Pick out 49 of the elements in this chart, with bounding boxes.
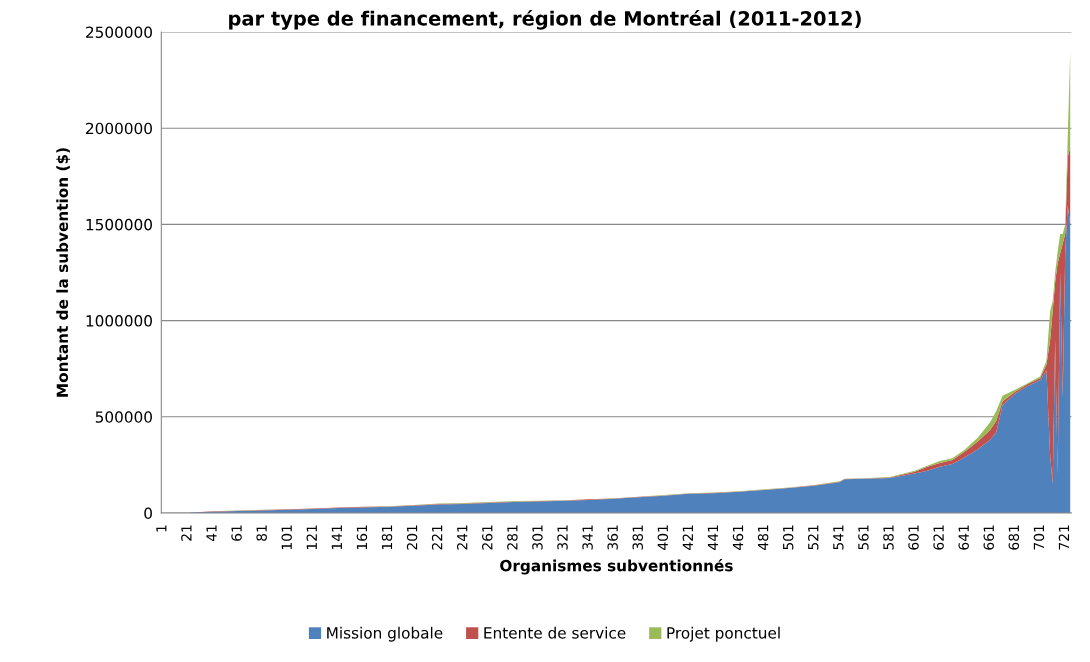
y-tick-label: 0 <box>144 507 152 520</box>
y-tick-label: 2500000 <box>86 26 152 39</box>
x-tick-label: 181 <box>381 525 393 550</box>
x-tick-label: 81 <box>256 525 267 541</box>
x-tick-label: 621 <box>933 525 944 550</box>
legend-label: Projet ponctuel <box>667 626 780 642</box>
x-tick-label: 201 <box>406 525 418 550</box>
x-tick-label: 581 <box>883 525 894 550</box>
x-tick-label: 501 <box>782 525 794 550</box>
x-tick-label: 441 <box>707 525 719 550</box>
x-tick-label: 561 <box>858 525 869 550</box>
x-tick-label: 301 <box>532 525 543 550</box>
x-tick-label: 261 <box>482 525 493 550</box>
x-tick-label: 421 <box>682 525 693 550</box>
x-tick-label: 121 <box>306 525 317 550</box>
x-tick-label: 641 <box>958 525 969 550</box>
chart-title: par type de financement, région de Montréal (2011-2012) <box>229 9 861 30</box>
x-tick-label: 221 <box>431 525 443 550</box>
x-tick-label: 361 <box>607 525 618 550</box>
x-tick-label: 161 <box>356 525 368 550</box>
x-tick-label: 721 <box>1058 525 1070 550</box>
x-tick-label: 661 <box>983 525 995 550</box>
y-tick-label: 1500000 <box>86 218 152 231</box>
x-tick-label: 41 <box>206 525 217 542</box>
x-tick-label: 1 <box>156 525 167 532</box>
y-tick-label: 2000000 <box>86 122 152 135</box>
y-tick-label: 1000000 <box>86 315 152 327</box>
x-tick-label: 341 <box>582 525 593 550</box>
x-tick-label: 141 <box>331 525 342 550</box>
x-tick-label: 681 <box>1008 525 1020 550</box>
legend-label: Entente de service <box>484 626 626 639</box>
x-tick-label: 701 <box>1033 525 1045 550</box>
x-tick-label: 241 <box>456 525 468 550</box>
x-axis-title: Organismes subventionnés <box>500 558 733 575</box>
x-tick-label: 61 <box>231 525 242 541</box>
x-tick-label: 521 <box>808 525 819 550</box>
y-axis-title: Montant de la subvention ($) <box>56 148 71 397</box>
x-tick-label: 601 <box>908 525 919 550</box>
x-tick-label: 541 <box>833 525 844 550</box>
x-tick-label: 321 <box>557 525 568 550</box>
x-tick-label: 101 <box>281 525 292 550</box>
x-tick-label: 481 <box>757 525 769 550</box>
x-tick-label: 281 <box>507 525 518 550</box>
legend-label: Mission globale <box>327 626 443 642</box>
x-tick-label: 21 <box>181 525 192 541</box>
x-tick-label: 381 <box>632 525 643 550</box>
x-tick-label: 461 <box>732 525 744 550</box>
y-tick-label: 500000 <box>95 411 152 423</box>
x-tick-label: 401 <box>657 525 669 550</box>
